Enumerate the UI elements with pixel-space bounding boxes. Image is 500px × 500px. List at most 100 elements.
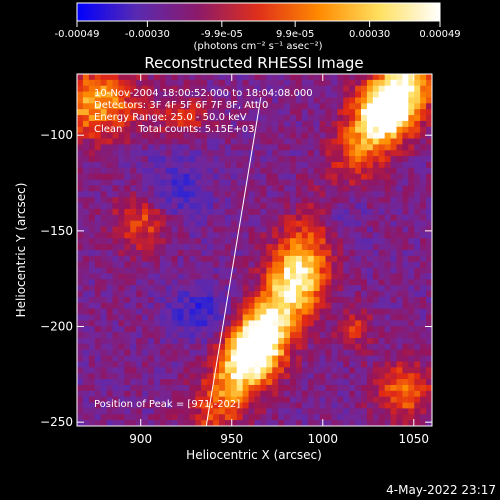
heatmap-cell (343, 250, 350, 257)
heatmap-cell (301, 343, 309, 351)
heatmap-cell (390, 361, 398, 368)
heatmap-cell (266, 85, 273, 93)
heatmap-cell (361, 343, 368, 351)
heatmap-cell (118, 185, 125, 192)
heatmap-cell (171, 191, 179, 198)
heatmap-cell (396, 291, 404, 298)
heatmap-cell (337, 384, 344, 392)
colorbar-tick-label: -0.00030 (125, 29, 170, 40)
heatmap-cell (130, 91, 137, 99)
heatmap-cell (130, 103, 137, 110)
heatmap-cell (136, 167, 143, 175)
heatmap-cell (112, 367, 120, 374)
heatmap-cell (254, 250, 262, 257)
heatmap-cell (130, 232, 137, 239)
heatmap-cell (224, 132, 232, 140)
heatmap-cell (349, 115, 356, 122)
heatmap-cell (195, 109, 202, 116)
heatmap-cell (426, 367, 432, 374)
heatmap-cell (414, 197, 421, 204)
heatmap-cell (118, 373, 125, 380)
heatmap-cell (195, 97, 202, 104)
heatmap-cell (402, 103, 409, 110)
heatmap-cell (153, 408, 161, 415)
heatmap-cell (118, 232, 125, 239)
heatmap-cell (414, 408, 421, 415)
heatmap-cell (136, 150, 143, 157)
heatmap-cell (94, 396, 102, 404)
heatmap-cell (224, 226, 232, 233)
heatmap-cell (355, 285, 362, 292)
heatmap-cell (248, 208, 256, 216)
heatmap-cell (236, 244, 244, 251)
heatmap-cell (195, 384, 202, 392)
heatmap-cell (408, 414, 415, 421)
heatmap-cell (142, 150, 149, 157)
heatmap-cell (266, 279, 273, 286)
heatmap-cell (396, 162, 404, 169)
heatmap-cell (77, 91, 84, 99)
heatmap-cell (130, 214, 137, 222)
heatmap-cell (224, 402, 232, 409)
heatmap-cell (313, 138, 321, 145)
heatmap-cell (426, 103, 432, 110)
heatmap-cell (355, 74, 362, 81)
heatmap-cell (396, 109, 404, 116)
heatmap-cell (224, 91, 232, 99)
heatmap-cell (361, 384, 368, 392)
heatmap-cell (325, 97, 333, 104)
heatmap-cell (313, 85, 321, 93)
heatmap-cell (153, 126, 161, 134)
heatmap-cell (260, 308, 267, 316)
heatmap-cell (106, 156, 114, 163)
heatmap-cell (361, 255, 368, 263)
heatmap-cell (426, 208, 432, 216)
heatmap-cell (183, 126, 191, 134)
heatmap-cell (106, 150, 114, 157)
heatmap-cell (77, 302, 84, 310)
heatmap-cell (313, 402, 321, 409)
heatmap-cell (260, 373, 267, 380)
heatmap-cell (414, 144, 421, 151)
heatmap-cell (278, 367, 285, 374)
heatmap-cell (390, 390, 398, 398)
heatmap-cell (343, 203, 350, 210)
heatmap-cell (77, 255, 84, 263)
heatmap-cell (248, 244, 256, 251)
heatmap-cell (420, 91, 427, 99)
heatmap-cell (88, 232, 96, 239)
heatmap-cell (378, 308, 386, 316)
heatmap-cell (148, 302, 155, 310)
heatmap-cell (266, 320, 273, 327)
heatmap-cell (343, 367, 350, 374)
heatmap-cell (130, 220, 137, 228)
heatmap-cell (420, 302, 427, 310)
heatmap-cell (177, 197, 185, 204)
heatmap-cell (77, 402, 84, 409)
heatmap-cell (331, 402, 338, 409)
heatmap-cell (189, 244, 196, 251)
heatmap-cell (301, 349, 309, 357)
heatmap-cell (207, 244, 214, 251)
heatmap-cell (230, 308, 238, 316)
heatmap-cell (142, 238, 149, 245)
heatmap-cell (112, 226, 120, 233)
heatmap-cell (426, 197, 432, 204)
heatmap-cell (118, 226, 125, 233)
heatmap-cell (420, 167, 427, 175)
heatmap-cell (313, 408, 321, 415)
heatmap-cell (426, 373, 432, 380)
heatmap-cell (284, 349, 291, 357)
heatmap-cell (295, 91, 303, 99)
heatmap-cell (248, 291, 256, 298)
heatmap-cell (349, 396, 356, 404)
heatmap-cell (142, 326, 149, 333)
heatmap-cell (77, 144, 84, 151)
heatmap-cell (408, 91, 415, 99)
heatmap-cell (325, 338, 333, 345)
heatmap-cell (290, 91, 297, 99)
heatmap-cell (295, 97, 303, 104)
heatmap-cell (230, 291, 238, 298)
heatmap-cell (94, 156, 102, 163)
